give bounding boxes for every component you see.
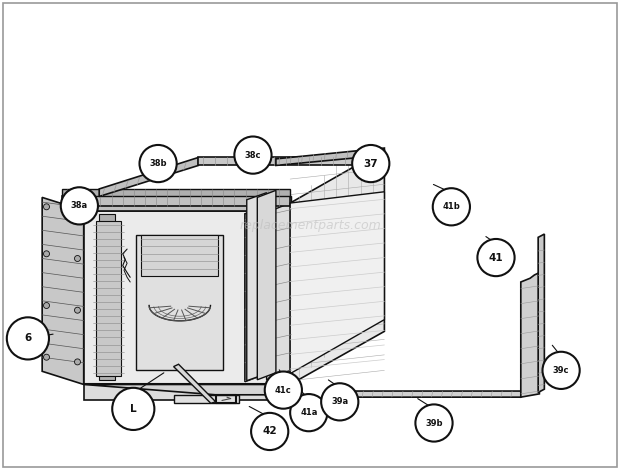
- Circle shape: [352, 145, 389, 182]
- Circle shape: [433, 188, 470, 226]
- Circle shape: [43, 204, 50, 210]
- Circle shape: [321, 383, 358, 421]
- Polygon shape: [62, 196, 290, 206]
- Text: 38a: 38a: [71, 201, 88, 211]
- Polygon shape: [538, 234, 544, 392]
- Circle shape: [74, 256, 81, 261]
- Circle shape: [74, 307, 81, 313]
- Circle shape: [43, 303, 50, 308]
- Text: 42: 42: [262, 426, 277, 437]
- Text: 41: 41: [489, 252, 503, 263]
- Polygon shape: [62, 189, 290, 196]
- Circle shape: [43, 354, 50, 360]
- Circle shape: [251, 413, 288, 450]
- Text: L: L: [130, 404, 136, 414]
- Text: 39b: 39b: [425, 418, 443, 428]
- Text: 39c: 39c: [553, 366, 569, 375]
- Circle shape: [234, 136, 272, 174]
- Polygon shape: [257, 190, 276, 380]
- Circle shape: [265, 371, 302, 409]
- Text: 38b: 38b: [149, 159, 167, 168]
- Polygon shape: [290, 149, 384, 384]
- Circle shape: [74, 209, 81, 214]
- Polygon shape: [267, 203, 290, 380]
- Circle shape: [290, 394, 327, 431]
- Circle shape: [74, 359, 81, 365]
- Polygon shape: [276, 148, 384, 165]
- Circle shape: [415, 404, 453, 442]
- Polygon shape: [84, 197, 290, 211]
- Text: 6: 6: [24, 333, 32, 344]
- Polygon shape: [84, 384, 290, 395]
- Polygon shape: [285, 385, 296, 395]
- Polygon shape: [99, 214, 115, 380]
- Text: replacementparts.com: replacementparts.com: [239, 219, 381, 232]
- Circle shape: [61, 187, 98, 225]
- Polygon shape: [96, 221, 121, 376]
- Circle shape: [542, 352, 580, 389]
- Circle shape: [43, 251, 50, 257]
- Polygon shape: [42, 197, 84, 384]
- Circle shape: [140, 145, 177, 182]
- Text: 37: 37: [363, 158, 378, 169]
- Circle shape: [477, 239, 515, 276]
- Polygon shape: [198, 157, 366, 165]
- Circle shape: [7, 317, 49, 360]
- Polygon shape: [174, 364, 216, 403]
- Polygon shape: [245, 196, 291, 382]
- Polygon shape: [247, 193, 267, 381]
- Polygon shape: [141, 235, 218, 276]
- Text: 38c: 38c: [245, 150, 261, 160]
- Text: 41c: 41c: [275, 385, 292, 395]
- Text: 41a: 41a: [300, 408, 317, 417]
- Polygon shape: [340, 391, 526, 397]
- Polygon shape: [521, 273, 539, 397]
- Polygon shape: [290, 192, 384, 374]
- Polygon shape: [99, 157, 198, 196]
- Polygon shape: [174, 395, 239, 403]
- Text: 39a: 39a: [331, 397, 348, 407]
- Text: 41b: 41b: [443, 202, 460, 212]
- Circle shape: [112, 388, 154, 430]
- Polygon shape: [84, 211, 290, 384]
- Polygon shape: [136, 235, 223, 370]
- Polygon shape: [84, 384, 290, 400]
